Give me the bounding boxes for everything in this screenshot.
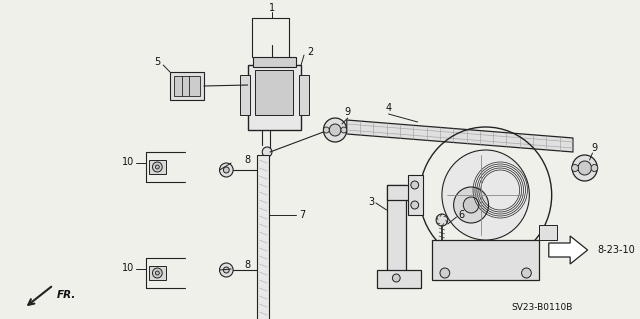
Bar bbox=[148, 266, 166, 280]
Text: FR.: FR. bbox=[56, 290, 76, 300]
Circle shape bbox=[329, 124, 341, 136]
Text: 8: 8 bbox=[244, 260, 251, 270]
Circle shape bbox=[454, 187, 488, 223]
Polygon shape bbox=[347, 120, 573, 152]
Circle shape bbox=[572, 155, 597, 181]
Circle shape bbox=[220, 263, 233, 277]
Circle shape bbox=[323, 127, 329, 133]
Bar bbox=[539, 225, 557, 240]
Text: 3: 3 bbox=[368, 197, 374, 207]
Bar bbox=[253, 57, 296, 67]
Bar bbox=[255, 70, 293, 115]
Bar bbox=[240, 75, 250, 115]
Circle shape bbox=[411, 181, 419, 189]
Bar bbox=[408, 175, 422, 215]
Bar bbox=[299, 75, 309, 115]
Circle shape bbox=[156, 271, 159, 275]
Bar bbox=[377, 270, 420, 288]
Circle shape bbox=[262, 147, 272, 157]
Circle shape bbox=[578, 161, 591, 175]
Text: 8-23-10: 8-23-10 bbox=[597, 245, 635, 255]
Text: 10: 10 bbox=[122, 263, 134, 273]
Bar bbox=[148, 160, 166, 174]
Text: 1: 1 bbox=[269, 3, 275, 13]
Circle shape bbox=[156, 165, 159, 169]
Bar bbox=[257, 155, 269, 319]
Circle shape bbox=[411, 201, 419, 209]
Text: 2: 2 bbox=[308, 47, 314, 57]
Text: 4: 4 bbox=[385, 103, 392, 113]
Text: 8: 8 bbox=[244, 155, 251, 165]
Circle shape bbox=[223, 267, 229, 273]
Bar bbox=[248, 65, 301, 130]
Circle shape bbox=[440, 268, 450, 278]
Text: 9: 9 bbox=[345, 107, 351, 117]
Circle shape bbox=[591, 165, 598, 172]
Circle shape bbox=[341, 127, 347, 133]
Text: 10: 10 bbox=[122, 157, 134, 167]
Circle shape bbox=[522, 268, 531, 278]
Text: 9: 9 bbox=[591, 143, 598, 153]
Circle shape bbox=[463, 197, 479, 213]
Polygon shape bbox=[548, 236, 588, 264]
Text: 6: 6 bbox=[458, 210, 465, 220]
Circle shape bbox=[152, 162, 162, 172]
Circle shape bbox=[442, 150, 529, 240]
Bar bbox=[387, 185, 420, 200]
Circle shape bbox=[152, 268, 162, 278]
Bar bbox=[174, 76, 200, 96]
Text: 5: 5 bbox=[154, 57, 161, 67]
Text: 7: 7 bbox=[299, 210, 305, 220]
Text: SV23-B0110B: SV23-B0110B bbox=[512, 303, 573, 313]
Circle shape bbox=[223, 167, 229, 173]
Circle shape bbox=[220, 163, 233, 177]
Circle shape bbox=[392, 274, 400, 282]
Circle shape bbox=[323, 118, 347, 142]
Circle shape bbox=[436, 214, 448, 226]
Circle shape bbox=[572, 165, 579, 172]
Bar bbox=[387, 185, 406, 280]
Bar bbox=[170, 72, 204, 100]
Bar bbox=[432, 240, 539, 280]
